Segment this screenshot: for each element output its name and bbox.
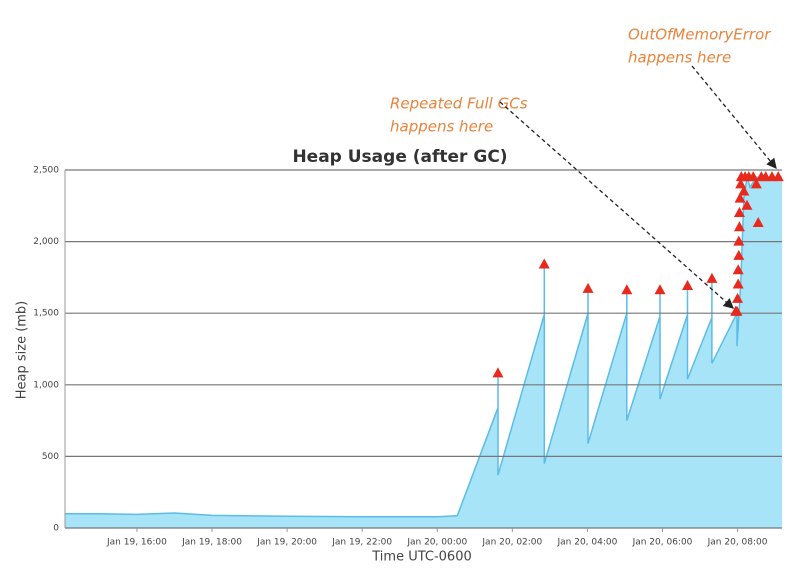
annotation: happens here: [390, 118, 493, 136]
x-axis-label: Time UTC-0600: [371, 550, 472, 565]
gc-marker: [733, 206, 745, 217]
gc-marker: [747, 171, 759, 182]
area: [65, 177, 782, 528]
gc-marker: [706, 272, 718, 283]
gc-marker: [741, 199, 753, 210]
x-tick-label: Jan 20, 04:00: [556, 538, 617, 548]
x-tick-label: Jan 20, 08:00: [707, 538, 768, 548]
gc-marker: [492, 367, 504, 378]
annotation: happens here: [628, 49, 731, 67]
y-tick-label: 500: [42, 452, 59, 462]
x-tick-label: Jan 19, 18:00: [181, 538, 242, 548]
gc-marker: [654, 284, 666, 295]
chart-title: Heap Usage (after GC): [292, 147, 507, 167]
gc-marker: [738, 185, 750, 196]
y-tick-label: 0: [53, 524, 59, 534]
gc-marker: [732, 264, 744, 275]
y-tick-label: 1,500: [33, 309, 59, 319]
gc-marker: [682, 279, 694, 290]
x-tick-label: Jan 20, 00:00: [406, 538, 467, 548]
x-tick-label: Jan 20, 06:00: [632, 538, 693, 548]
gc-marker: [732, 292, 744, 303]
gc-marker: [621, 284, 633, 295]
annotation: OutOfMemoryError: [628, 26, 771, 44]
gc-marker: [733, 221, 745, 232]
gc-marker: [735, 178, 747, 189]
y-axis-label: Heap size (mb): [15, 301, 30, 400]
annotation-arrow: [499, 101, 734, 309]
x-tick-label: Jan 19, 16:00: [106, 538, 167, 548]
area-line: [65, 176, 782, 518]
plot-area: 0 500 1,000 1,500 2,000 2,500 Jan 19, 16:00 Jan…: [33, 166, 784, 548]
x-tick-label: Jan 19, 20:00: [256, 538, 317, 548]
x-tick-label: Jan 20, 02:00: [481, 538, 542, 548]
x-tick-label: Jan 19, 22:00: [331, 538, 392, 548]
gc-marker: [732, 278, 744, 289]
y-tick-label: 1,000: [33, 380, 59, 390]
gc-marker: [772, 171, 784, 182]
gc-marker: [731, 305, 743, 316]
gc-marker: [734, 192, 746, 203]
gc-marker: [750, 178, 762, 189]
gc-marker: [538, 258, 550, 269]
gc-marker: [752, 216, 764, 227]
annotation: Repeated Full GCs: [390, 95, 528, 113]
y-tick-label: 2,000: [33, 237, 59, 247]
y-tick-label: 2,500: [33, 166, 59, 176]
gc-marker: [582, 282, 594, 293]
annotation-arrow: [691, 65, 777, 170]
gc-marker: [733, 249, 745, 260]
gc-marker: [733, 235, 745, 246]
